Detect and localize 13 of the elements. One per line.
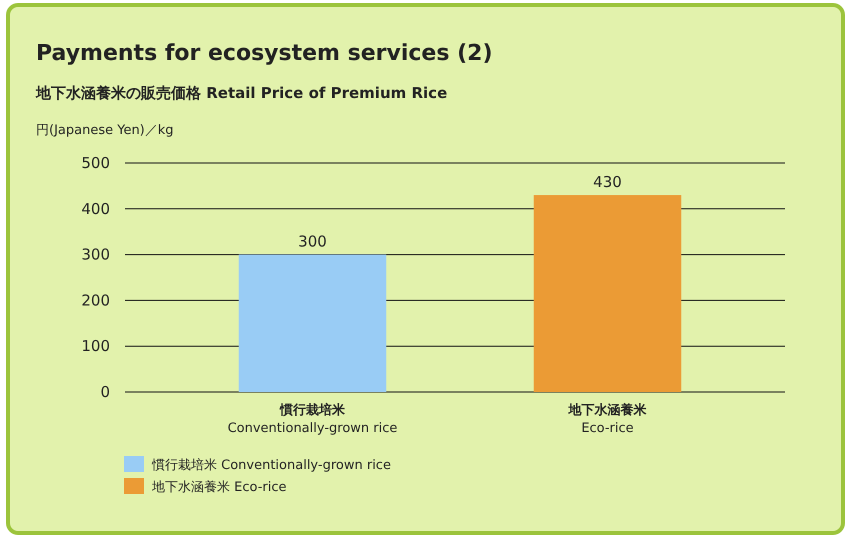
y-tick-label: 300 bbox=[81, 246, 110, 264]
y-tick-label: 0 bbox=[100, 383, 110, 401]
data-label: 300 bbox=[298, 232, 327, 251]
y-tick-label: 200 bbox=[81, 291, 110, 310]
y-tick-label: 400 bbox=[81, 200, 110, 218]
y-axis-title: 円(Japanese Yen)／kg bbox=[36, 123, 174, 138]
y-tick-label: 500 bbox=[81, 154, 110, 172]
data-label: 430 bbox=[593, 173, 622, 192]
chart-title: Payments for ecosystem services (2) bbox=[36, 41, 493, 66]
legend-label: 地下水涵養米 Eco-rice bbox=[151, 480, 286, 495]
y-tick-label: 100 bbox=[81, 337, 110, 356]
chart-subtitle: 地下水涵養米の販売価格 Retail Price of Premium Rice bbox=[35, 84, 448, 102]
legend-label: 慣行栽培米 Conventionally-grown rice bbox=[151, 458, 391, 473]
